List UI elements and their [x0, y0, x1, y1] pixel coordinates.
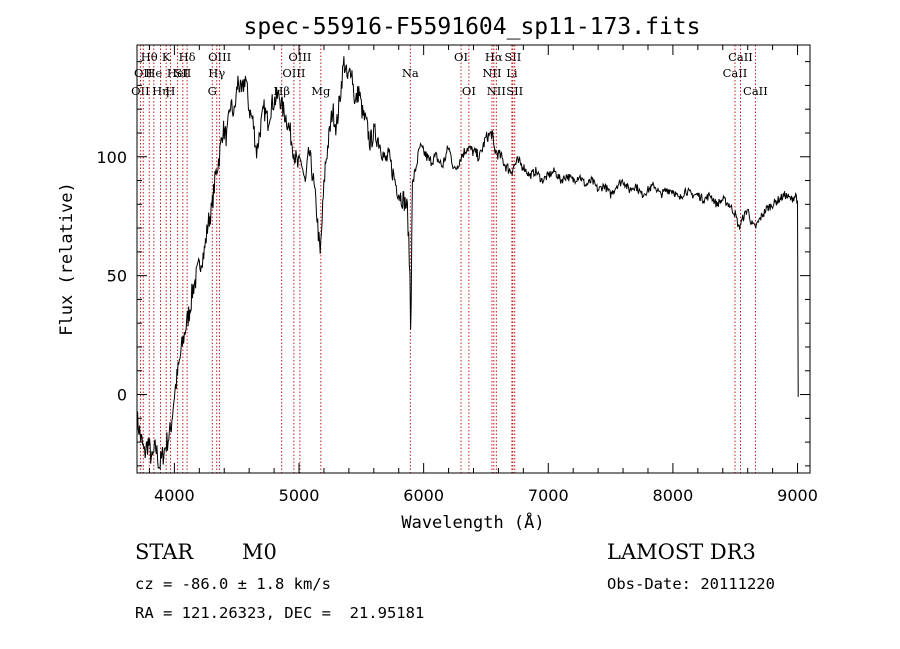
x-tick-label: 7000: [528, 486, 569, 505]
x-tick-label: 8000: [653, 486, 694, 505]
emission-line-markers: OIIOIIHθHeHηKHHeISIIHδGHγOIIIHβOIIIOIIIM…: [131, 45, 768, 473]
emission-line-label: SII: [506, 84, 523, 98]
observation-date: Obs-Date: 20111220: [607, 575, 775, 593]
emission-line-label: Hγ: [208, 66, 225, 80]
emission-line-label: OI: [462, 84, 476, 98]
emission-line-label: Hδ: [179, 50, 196, 64]
object-subclass: M0: [242, 540, 277, 564]
emission-line-label: K: [162, 50, 171, 64]
x-axis-label: Wavelength (Å): [401, 511, 544, 533]
y-axis-label: Flux (relative): [57, 182, 77, 336]
emission-line-label: H: [165, 84, 175, 98]
object-class: STAR: [135, 540, 194, 564]
emission-line-label: OII: [131, 84, 150, 98]
emission-line-label: NII: [482, 66, 501, 80]
y-tick-label: 100: [96, 148, 127, 167]
emission-line-label: OI: [454, 50, 468, 64]
emission-line-label: OIII: [288, 50, 311, 64]
y-axis: 0 50 100: [96, 61, 810, 467]
emission-line-label: CaII: [723, 66, 748, 80]
x-tick-label: 9000: [777, 486, 818, 505]
emission-line-label: Hη: [152, 84, 169, 98]
emission-line-label: CaII: [728, 50, 753, 64]
emission-line-label: He: [145, 66, 162, 80]
emission-line-label: Hθ: [141, 50, 158, 64]
emission-line-label: OIII: [282, 66, 305, 80]
x-tick-label: 5000: [279, 486, 320, 505]
emission-line-label: Li: [506, 66, 518, 80]
emission-line-label: NII: [487, 84, 506, 98]
survey-name: LAMOST DR3: [607, 540, 756, 564]
emission-line-label: CaII: [743, 84, 768, 98]
emission-line-label: Na: [402, 66, 419, 80]
chart-title: spec-55916-F5591604_sp11-173.fits: [244, 14, 701, 40]
x-tick-label: 4000: [154, 486, 195, 505]
spectrum-line: [136, 56, 799, 471]
emission-line-label: G: [208, 84, 217, 98]
plot-frame: [136, 44, 811, 474]
redshift-text: cz = -86.0 ± 1.8 km/s: [135, 575, 331, 593]
emission-line-label: Hα: [485, 50, 503, 64]
y-tick-label: 50: [107, 267, 127, 286]
x-tick-label: 6000: [403, 486, 444, 505]
y-tick-label: 0: [117, 386, 127, 405]
emission-line-label: OIII: [208, 50, 231, 64]
emission-line-label: OII: [134, 66, 153, 80]
emission-line-label: SII: [174, 66, 191, 80]
x-axis: 4000 5000 6000 7000 8000 9000: [148, 45, 818, 505]
emission-line-label: Mg: [311, 84, 331, 98]
coordinates-text: RA = 121.26323, DEC = 21.95181: [135, 604, 425, 622]
emission-line-label: SII: [504, 50, 521, 64]
